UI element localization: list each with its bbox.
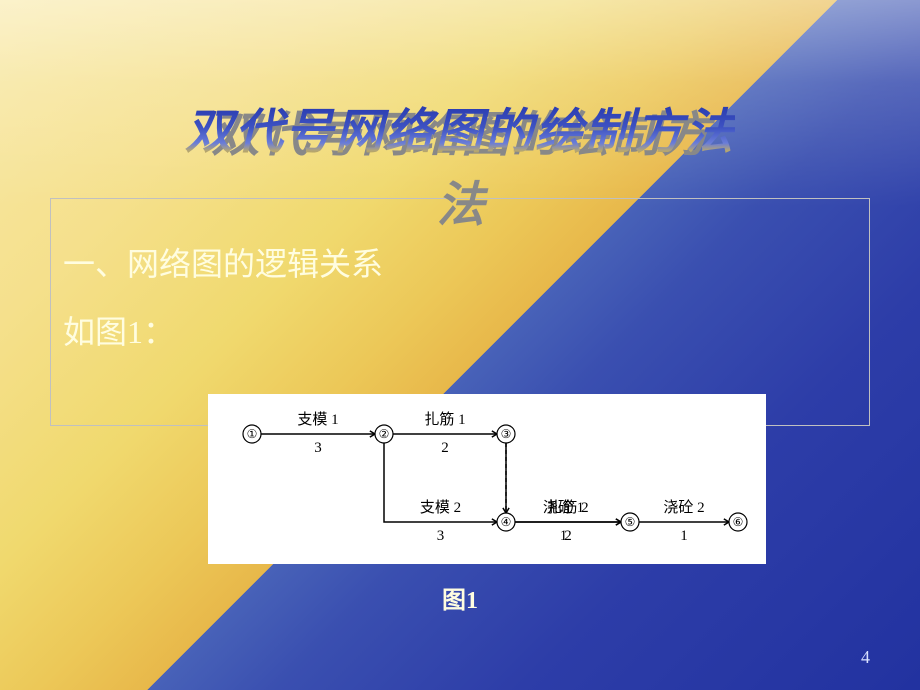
svg-text:3: 3 [314, 440, 322, 456]
slide-title: 双代号网络图的绘制方法 双代号网络图的绘制方法 [0, 92, 920, 162]
svg-text:浇砼 2: 浇砼 2 [663, 499, 704, 516]
svg-text:②: ② [379, 427, 390, 441]
diagram-svg: 支模 13扎筋 12浇砼 11支模 23扎筋 22浇砼 21①②③④⑤⑥ [208, 394, 766, 564]
svg-text:1: 1 [680, 528, 688, 544]
page-number: 4 [861, 647, 870, 668]
figure-caption: 图1 [0, 580, 920, 615]
svg-text:2: 2 [564, 528, 572, 544]
svg-text:⑥: ⑥ [733, 515, 744, 529]
title-text: 双代号网络图的绘制方法 [185, 106, 735, 159]
svg-text:2: 2 [441, 440, 449, 456]
svg-text:④: ④ [501, 515, 512, 529]
svg-text:扎筋 1: 扎筋 1 [424, 411, 465, 428]
svg-text:3: 3 [437, 528, 445, 544]
svg-text:⑤: ⑤ [625, 515, 636, 529]
svg-text:③: ③ [501, 427, 512, 441]
svg-text:支模 2: 支模 2 [420, 499, 461, 516]
section-heading: 一、网络图的逻辑关系 [63, 239, 383, 285]
svg-text:扎筋 2: 扎筋 2 [547, 499, 588, 516]
svg-text:支模 1: 支模 1 [297, 411, 338, 428]
figure-reference: 如图1： [63, 307, 175, 353]
svg-text:①: ① [247, 427, 258, 441]
slide-container: 双代号网络图的绘制方法 双代号网络图的绘制方法 一、网络图的逻辑关系 如图1： … [0, 0, 920, 690]
network-diagram: 支模 13扎筋 12浇砼 11支模 23扎筋 22浇砼 21①②③④⑤⑥ [208, 394, 766, 564]
